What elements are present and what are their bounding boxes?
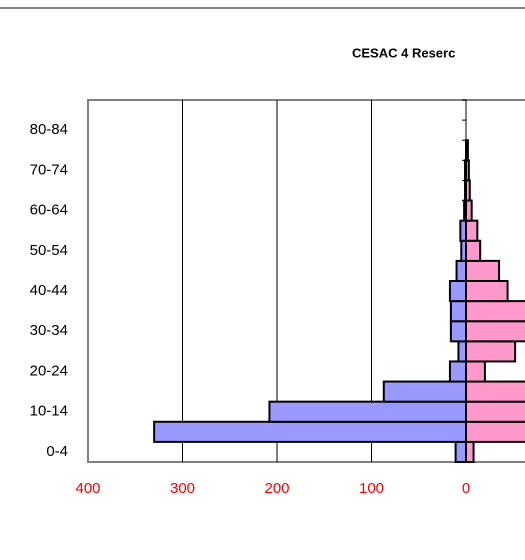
bar [465,239,482,262]
y-tick-label: 0-4 [46,443,68,460]
bar [454,440,468,463]
bar [465,280,509,303]
y-tick-label: 10-14 [30,403,68,420]
bar [465,259,501,282]
y-tick-label: 60-64 [30,202,68,219]
bar [153,420,467,443]
bar [465,420,525,443]
bar [465,219,479,242]
bar [465,400,525,423]
bar [465,300,525,323]
x-tick-label: 400 [75,480,100,497]
bar [465,199,473,222]
y-tick-label: 80-84 [30,121,68,138]
bar [449,320,468,343]
bar [448,280,467,303]
y-tick-label: 30-34 [30,322,68,339]
bar [465,320,525,343]
y-tick-label: 40-44 [30,282,68,299]
y-tick-label: 70-74 [30,161,68,178]
bar [448,360,467,383]
bar [465,360,486,383]
y-tick-label: 50-54 [30,242,68,259]
bar [449,300,468,323]
chart-title: CESAC 4 Reserc [352,45,455,60]
bar [455,259,467,282]
bar [268,400,467,423]
bar [465,380,525,403]
bar [382,380,467,403]
bar [465,440,475,463]
x-tick-label: 200 [264,480,289,497]
bar [457,340,468,363]
y-tick-label: 20-24 [30,362,68,379]
x-tick-label: 100 [359,480,384,497]
x-tick-label: 300 [170,480,195,497]
plot-area [87,99,525,463]
bar [465,340,517,363]
bar [465,179,471,202]
x-tick-label: 0 [462,480,470,497]
